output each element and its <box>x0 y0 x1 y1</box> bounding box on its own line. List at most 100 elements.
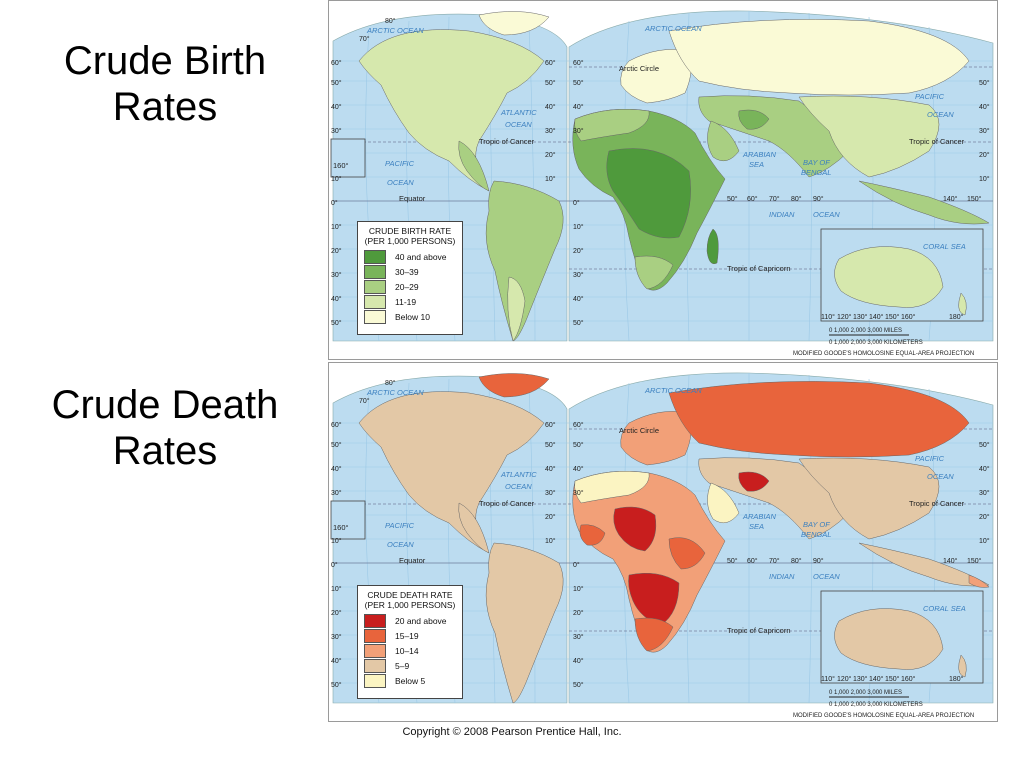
svg-text:40°: 40° <box>573 103 584 111</box>
svg-text:150°: 150° <box>967 195 982 203</box>
atlantic-ocean-label: OCEAN <box>505 482 532 491</box>
svg-text:0°: 0° <box>573 199 580 207</box>
svg-text:10°: 10° <box>331 537 342 545</box>
legend-swatch <box>364 264 386 279</box>
birth-rate-map: Arctic Circle Tropic of Cancer Tropic of… <box>328 0 998 360</box>
arctic-circle-label: Arctic Circle <box>619 426 659 435</box>
svg-text:10°: 10° <box>545 175 556 183</box>
pacific-label-east: PACIFIC <box>915 92 945 101</box>
legend-item: Below 5 <box>358 673 462 688</box>
svg-text:40°: 40° <box>545 465 556 473</box>
svg-text:30°: 30° <box>979 127 990 135</box>
svg-text:10°: 10° <box>545 537 556 545</box>
ocean-label: OCEAN <box>387 540 414 549</box>
svg-text:50°: 50° <box>573 79 584 87</box>
tropic-capricorn-label: Tropic of Capricorn <box>727 264 791 273</box>
legend-label: 5–9 <box>395 660 410 671</box>
indian-ocean-label: OCEAN <box>813 210 840 219</box>
legend-label: Below 5 <box>395 675 426 686</box>
pacific-label-east: PACIFIC <box>915 454 945 463</box>
legend-title-line2: (PER 1,000 PERSONS) <box>364 236 456 246</box>
ocean-label: OCEAN <box>387 178 414 187</box>
legend-label: 40 and above <box>395 251 447 262</box>
svg-text:50°: 50° <box>573 441 584 449</box>
ocean-label-east: OCEAN <box>927 472 954 481</box>
svg-text:10°: 10° <box>573 585 584 593</box>
indian-label: INDIAN <box>769 572 795 581</box>
legend-label: 11-19 <box>395 296 417 307</box>
svg-text:60°: 60° <box>747 557 758 565</box>
svg-text:80°: 80° <box>385 379 396 387</box>
svg-text:50°: 50° <box>545 79 556 87</box>
svg-text:50°: 50° <box>573 319 584 327</box>
svg-text:30°: 30° <box>573 633 584 641</box>
svg-text:20°: 20° <box>331 609 342 617</box>
tropic-cancer-label-east: Tropic of Cancer <box>909 499 965 508</box>
legend-title-line1: CRUDE DEATH RATE <box>367 590 453 600</box>
legend-label: 10–14 <box>395 645 419 656</box>
svg-text:50°: 50° <box>331 441 342 449</box>
tropic-cancer-label: Tropic of Cancer <box>479 499 535 508</box>
birth-rate-legend: CRUDE BIRTH RATE (PER 1,000 PERSONS) 40 … <box>357 221 463 335</box>
bay-of-label: BAY OF <box>803 158 830 167</box>
birth-rate-title-line1: Crude Birth <box>63 39 267 83</box>
arctic-ocean-label-east: ARCTIC OCEAN <box>644 24 702 33</box>
svg-text:140°: 140° <box>869 313 884 321</box>
legend-title-line2: (PER 1,000 PERSONS) <box>364 600 456 610</box>
arabian-sea-label: SEA <box>749 522 764 531</box>
bengal-label: BENGAL <box>801 530 831 539</box>
svg-text:60°: 60° <box>747 195 758 203</box>
coral-sea-label: CORAL SEA <box>923 604 966 613</box>
tropic-cancer-label: Tropic of Cancer <box>479 137 535 146</box>
svg-text:150°: 150° <box>885 675 900 683</box>
svg-text:60°: 60° <box>331 59 342 67</box>
svg-text:10°: 10° <box>331 585 342 593</box>
atlantic-label: ATLANTIC <box>500 108 537 117</box>
scale-km: 0 1,000 2,000 3,000 KILOMETERS <box>829 340 923 346</box>
bay-of-label: BAY OF <box>803 520 830 529</box>
legend-title-line1: CRUDE BIRTH RATE <box>368 226 452 236</box>
svg-text:50°: 50° <box>545 441 556 449</box>
birth-rate-title: Crude Birth Rates <box>0 38 330 130</box>
svg-text:20°: 20° <box>331 247 342 255</box>
indian-label: INDIAN <box>769 210 795 219</box>
pacific-label: PACIFIC <box>385 521 415 530</box>
svg-text:90°: 90° <box>813 557 824 565</box>
ocean-label-east: OCEAN <box>927 110 954 119</box>
svg-text:140°: 140° <box>943 195 958 203</box>
legend-item: 11-19 <box>358 294 462 309</box>
svg-text:130°: 130° <box>853 313 868 321</box>
deg-160-label: 160° <box>333 523 349 532</box>
svg-text:50°: 50° <box>727 195 738 203</box>
svg-text:50°: 50° <box>573 681 584 689</box>
svg-text:40°: 40° <box>331 295 342 303</box>
svg-text:50°: 50° <box>331 681 342 689</box>
svg-text:10°: 10° <box>573 223 584 231</box>
legend-label: 20 and above <box>395 615 447 626</box>
svg-text:50°: 50° <box>727 557 738 565</box>
indian-ocean-label: OCEAN <box>813 572 840 581</box>
death-rate-map: Arctic Circle Tropic of Cancer Tropic of… <box>328 362 998 722</box>
svg-text:10°: 10° <box>331 175 342 183</box>
scale-miles: 0 1,000 2,000 3,000 MILES <box>829 690 902 696</box>
svg-text:30°: 30° <box>573 127 584 135</box>
svg-text:20°: 20° <box>573 247 584 255</box>
svg-text:60°: 60° <box>545 421 556 429</box>
tropic-capricorn-label: Tropic of Capricorn <box>727 626 791 635</box>
svg-text:10°: 10° <box>979 537 990 545</box>
death-rate-title: Crude Death Rates <box>0 382 330 474</box>
svg-text:20°: 20° <box>545 513 556 521</box>
arabian-sea-label: SEA <box>749 160 764 169</box>
legend-swatch <box>364 673 386 688</box>
equator-label: Equator <box>399 556 426 565</box>
svg-text:70°: 70° <box>359 35 370 43</box>
svg-text:40°: 40° <box>573 657 584 665</box>
svg-text:160°: 160° <box>901 675 916 683</box>
legend-swatch <box>364 658 386 673</box>
copyright-notice: Copyright © 2008 Pearson Prentice Hall, … <box>402 726 622 738</box>
coral-sea-label: CORAL SEA <box>923 242 966 251</box>
svg-text:30°: 30° <box>331 489 342 497</box>
svg-text:30°: 30° <box>331 271 342 279</box>
svg-text:120°: 120° <box>837 313 852 321</box>
legend-item: 15–19 <box>358 628 462 643</box>
